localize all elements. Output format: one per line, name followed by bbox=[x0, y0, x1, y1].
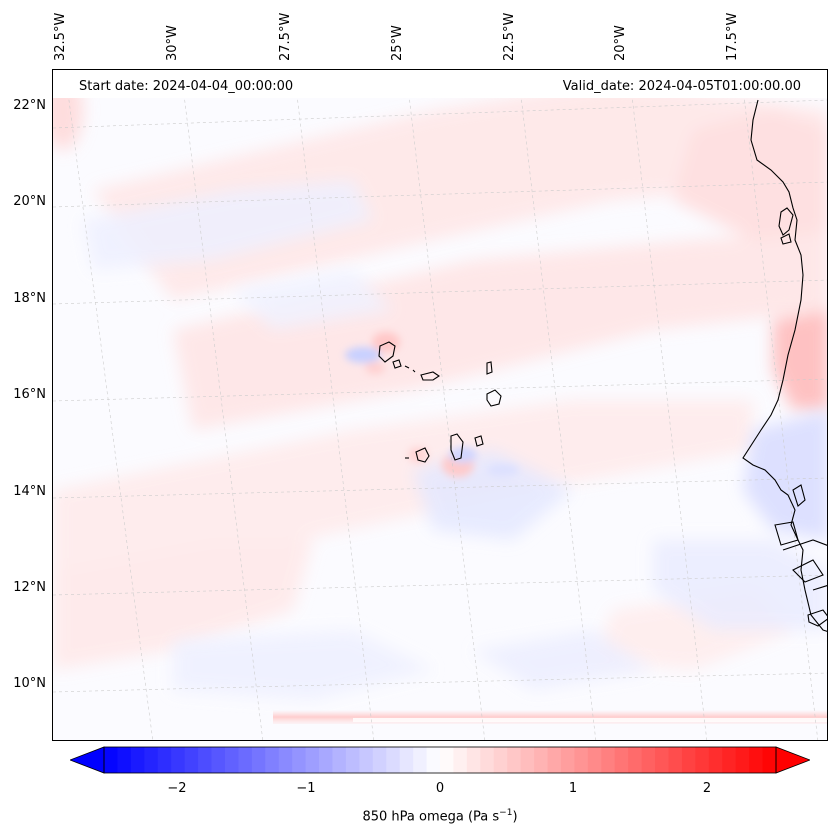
colorbar-segment bbox=[359, 747, 374, 773]
colorbar-segment bbox=[345, 747, 360, 773]
colorbar-segment bbox=[130, 747, 145, 773]
colorbar-segment bbox=[722, 747, 737, 773]
lat-label: 16°N bbox=[13, 387, 46, 402]
colorbar-tick-label: −2 bbox=[167, 781, 187, 796]
colorbar bbox=[68, 745, 812, 775]
lon-label: 17.5°W bbox=[725, 12, 740, 61]
colorbar-label-end: ) bbox=[512, 809, 518, 825]
colorbar-segment bbox=[238, 747, 253, 773]
colorbar-segment bbox=[332, 747, 347, 773]
lat-label: 20°N bbox=[13, 194, 46, 209]
colorbar-segment bbox=[157, 747, 172, 773]
colorbar-segment bbox=[319, 747, 333, 773]
colorbar-segment bbox=[440, 747, 454, 773]
colorbar-ticks: −2 −1 0 1 2 bbox=[0, 781, 837, 801]
colorbar-segment bbox=[574, 747, 589, 773]
colorbar-segment bbox=[480, 747, 495, 773]
lon-label: 25°W bbox=[390, 25, 405, 61]
colorbar-segment bbox=[399, 747, 414, 773]
header-band: Start date: 2024-04-04_00:00:00 Valid_da… bbox=[53, 70, 827, 98]
colorbar-segment bbox=[386, 747, 401, 773]
colorbar-label-exponent: −1 bbox=[499, 808, 513, 818]
lon-label: 22.5°W bbox=[502, 12, 517, 61]
start-date-label: Start date: 2024-04-04_00:00:00 bbox=[79, 79, 294, 94]
colorbar-segment bbox=[305, 747, 320, 773]
colorbar-segment bbox=[198, 747, 213, 773]
colorbar-segment bbox=[171, 747, 186, 773]
colorbar-tick-label: −1 bbox=[296, 781, 316, 796]
lat-label: 14°N bbox=[13, 484, 46, 499]
colorbar-min-extension bbox=[68, 746, 105, 774]
colorbar-segment bbox=[534, 747, 549, 773]
colorbar-segment bbox=[681, 747, 696, 773]
colorbar-segment bbox=[144, 747, 159, 773]
colorbar-tick-label: 2 bbox=[702, 781, 712, 796]
colorbar-segment bbox=[104, 747, 118, 773]
map-panel: Start date: 2024-04-04_00:00:00 Valid_da… bbox=[52, 69, 828, 741]
gridlines bbox=[53, 70, 827, 740]
colorbar-label-main: 850 hPa omega (Pa s bbox=[362, 809, 500, 825]
valid-date-label: Valid_date: 2024-04-05T01:00:00.00 bbox=[562, 79, 801, 94]
colorbar-segment bbox=[749, 747, 764, 773]
colorbar-segment bbox=[708, 747, 723, 773]
colorbar-max-extension bbox=[775, 746, 812, 774]
colorbar-segment bbox=[251, 747, 266, 773]
colorbar-segment bbox=[695, 747, 710, 773]
lon-label: 30°W bbox=[165, 25, 180, 61]
lon-label: 32.5°W bbox=[53, 12, 68, 61]
colorbar-segment bbox=[278, 747, 293, 773]
colorbar-segment bbox=[224, 747, 239, 773]
colorbar-segment bbox=[265, 747, 280, 773]
colorbar-segment bbox=[587, 747, 602, 773]
colorbar-segment bbox=[520, 747, 535, 773]
colorbar-segment bbox=[668, 747, 683, 773]
colorbar-tick-label: 0 bbox=[435, 781, 445, 796]
coastline bbox=[742, 99, 827, 632]
colorbar-segment bbox=[735, 747, 750, 773]
colorbar-label: 850 hPa omega (Pa s−1) bbox=[0, 808, 837, 824]
colorbar-segment bbox=[184, 747, 199, 773]
colorbar-segment bbox=[372, 747, 387, 773]
colorbar-segment bbox=[614, 747, 629, 773]
colorbar-outline bbox=[103, 746, 777, 774]
colorbar-segment bbox=[426, 747, 441, 773]
colorbar-segment bbox=[507, 747, 522, 773]
colorbar-segment bbox=[601, 747, 616, 773]
colorbar-segment bbox=[655, 747, 669, 773]
colorbar-segment bbox=[292, 747, 307, 773]
cape-verde-islands bbox=[378, 341, 502, 463]
lat-label: 18°N bbox=[13, 291, 46, 306]
colorbar-segment bbox=[117, 747, 132, 773]
colorbar-segment bbox=[493, 747, 508, 773]
negative-omega-regions bbox=[83, 180, 827, 700]
lon-label: 20°W bbox=[613, 25, 628, 61]
positive-omega-regions bbox=[53, 70, 827, 670]
colorbar-segment bbox=[547, 747, 562, 773]
omega-field-map bbox=[53, 70, 827, 740]
colorbar-segment bbox=[466, 747, 481, 773]
colorbar-segment bbox=[453, 747, 468, 773]
lon-label: 27.5°W bbox=[278, 12, 293, 61]
colorbar-svg bbox=[68, 746, 812, 774]
colorbar-segment bbox=[560, 747, 575, 773]
lat-label: 22°N bbox=[13, 98, 46, 113]
colorbar-segment bbox=[413, 747, 428, 773]
lat-label: 12°N bbox=[13, 580, 46, 595]
colorbar-segment bbox=[762, 747, 777, 773]
island-perturbations bbox=[345, 332, 519, 477]
colorbar-segment bbox=[628, 747, 643, 773]
lat-label: 10°N bbox=[13, 676, 46, 691]
colorbar-tick-label: 1 bbox=[568, 781, 578, 796]
colorbar-segment bbox=[211, 747, 226, 773]
colorbar-segment bbox=[641, 747, 656, 773]
